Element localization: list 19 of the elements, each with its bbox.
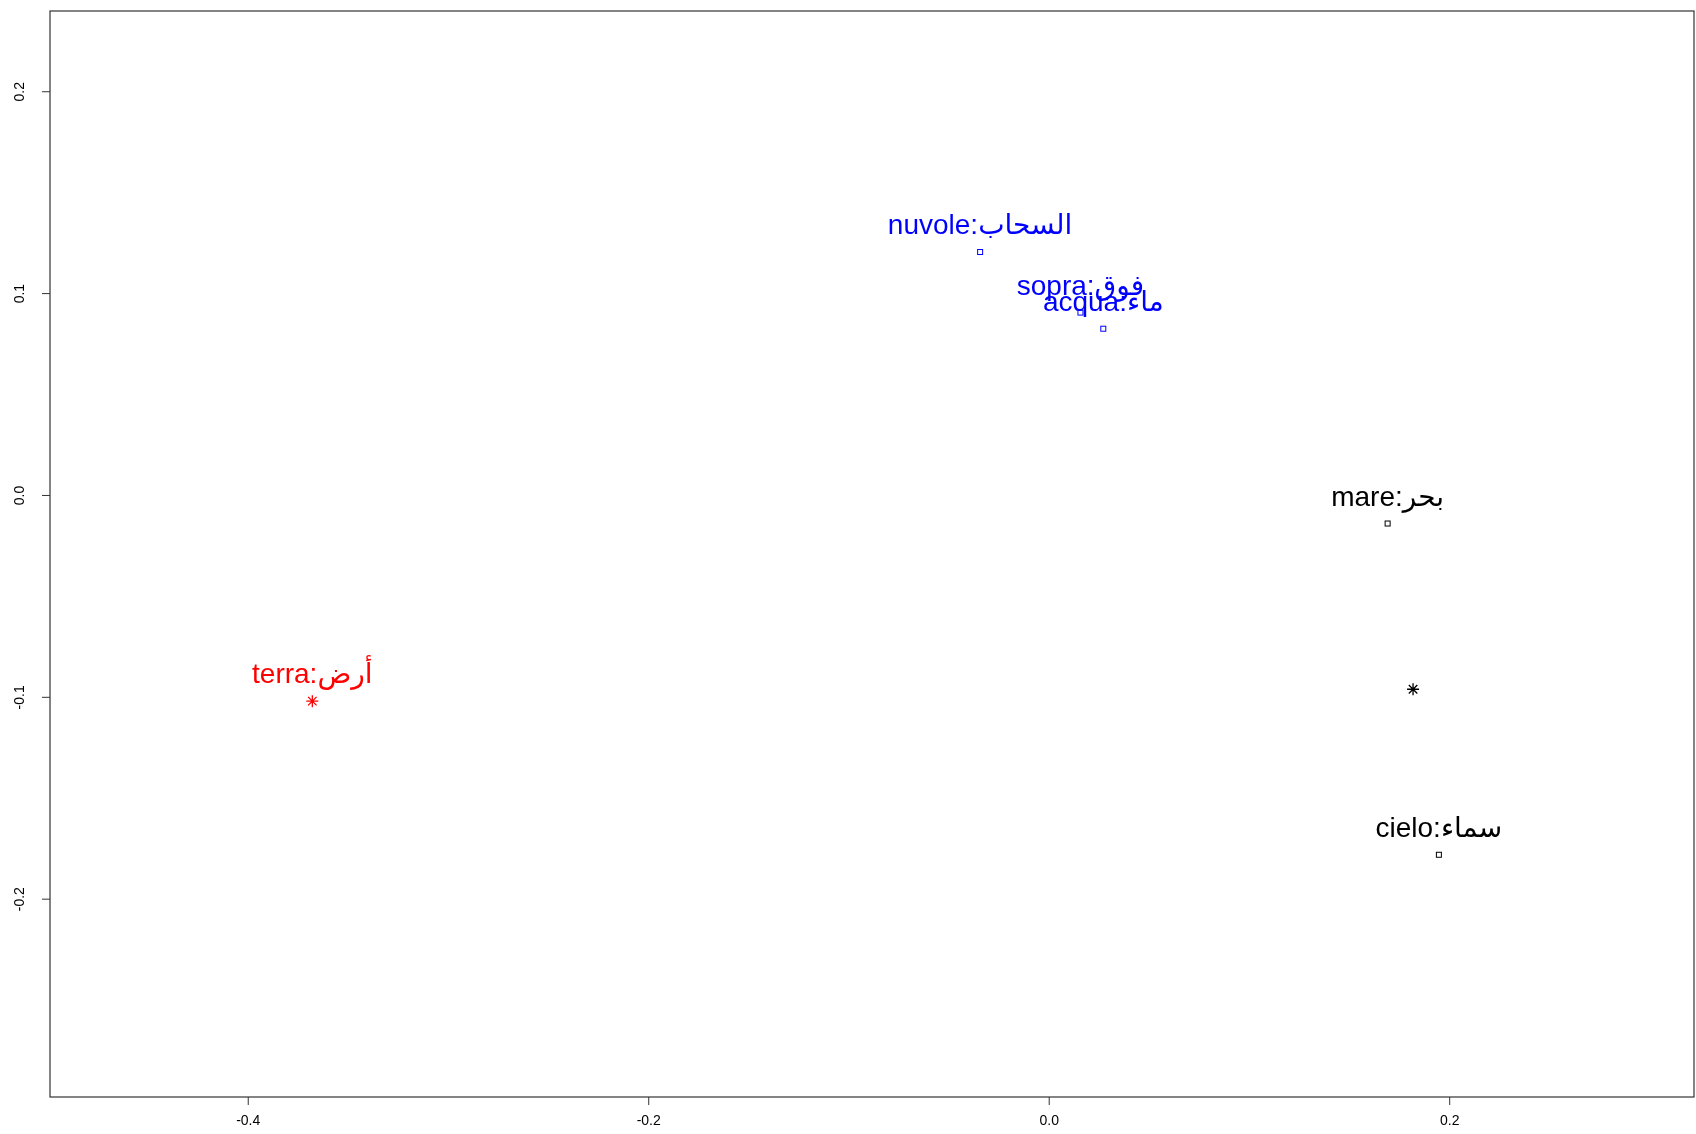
series-label: cielo:سماء <box>1375 811 1503 843</box>
series-label: mare:بحر <box>1331 480 1445 513</box>
x-tick-label: -0.4 <box>236 1112 261 1128</box>
point <box>1435 851 1442 858</box>
y-tick-label: 0.2 <box>11 81 27 102</box>
point <box>1100 325 1107 332</box>
point <box>1406 682 1420 696</box>
x-tick-label: -0.2 <box>636 1112 661 1128</box>
point <box>305 694 319 708</box>
series-label: terra:أرض <box>252 654 373 691</box>
y-tick-label: -0.2 <box>11 886 27 912</box>
point <box>977 249 984 256</box>
x-tick-label: 0.2 <box>1439 1112 1460 1128</box>
y-tick-label: -0.1 <box>11 685 27 710</box>
y-tick-label: 0.1 <box>11 283 27 304</box>
point <box>1384 520 1391 527</box>
series-label: nuvole:السحاب <box>887 209 1073 241</box>
x-tick-label: 0.0 <box>1039 1112 1060 1128</box>
y-tick-label: 0.0 <box>11 485 27 506</box>
